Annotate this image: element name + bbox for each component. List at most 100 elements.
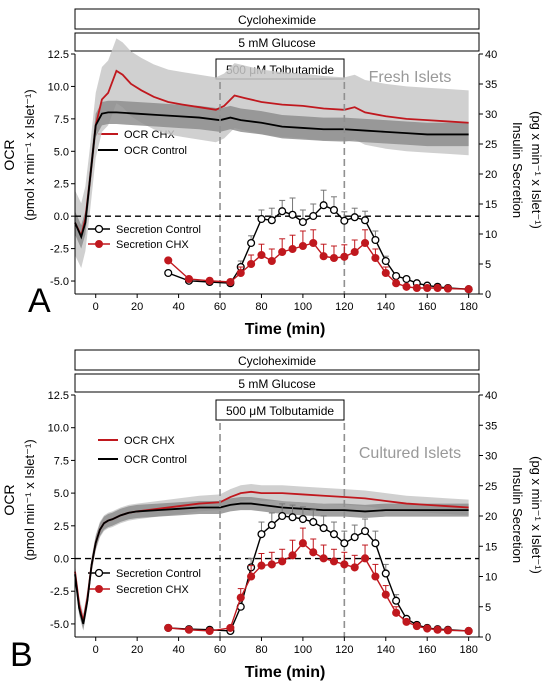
legend-sec-chx: Secretion CHX [116,239,189,251]
secretion-chx-point [247,259,256,269]
cultured-islets-label: Cultured Islets [359,445,461,462]
y-right-tick-label: 15 [485,199,497,211]
x-tick-label: 20 [131,644,143,656]
x-tick-label: 160 [418,301,436,313]
glucose-bar [74,32,480,52]
y-right-tick-label: 0 [485,289,491,301]
x-tick-label: 120 [335,301,353,313]
secretion-chx-point [423,624,432,633]
secretion-control-point [298,514,307,524]
x-tick-label: 140 [377,644,395,656]
y-left-tick-label: -2.5 [50,586,69,598]
secretion-chx-point [288,551,297,560]
secretion-chx-point [319,252,328,261]
secretion-chx-point [443,626,452,635]
secretion-chx-point [433,283,442,293]
cycloheximide-bar [74,349,480,371]
secretion-chx-point [392,608,401,617]
y-right-tick-label: 15 [485,541,497,553]
secretion-chx-point [184,274,193,284]
secretion-control-point [319,201,328,210]
tolbutamide-bar [215,399,345,421]
secretion-chx-point [236,593,245,602]
secretion-control-point [298,217,307,227]
x-tick-label: 40 [172,644,184,656]
secretion-control-point [371,539,380,548]
secretion-chx-point [257,561,266,570]
panel-b: Cycloheximide 5 mM Glucose 500 μM Tolbut… [1,349,544,681]
y-left-tick-label: 0.0 [54,554,69,566]
secretion-chx-point [361,238,370,248]
y-right-tick-label: 10 [485,229,497,241]
secretion-chx-point [267,256,276,266]
secretion-chx-point [381,590,390,599]
secretion-chx-point [257,250,266,260]
secretion-control-point [329,530,339,539]
secretion-chx-point [205,276,214,285]
glucose-label: 5 mM Glucose [238,36,316,50]
x-tick-label: 100 [294,301,312,313]
y-right-tick-label: 5 [485,602,491,614]
y-left-tick-label: 10.0 [48,81,69,93]
secretion-chx-point [402,282,411,291]
secretion-chx-point [361,554,370,563]
secretion-chx-point [278,247,287,257]
legend-sec-chx: Secretion CHX [116,584,189,596]
secretion-control-point [392,271,401,281]
secretion-chx-point [433,625,442,634]
secretion-chx-point [226,623,235,632]
x-tick-label: 80 [255,644,267,656]
legend-ocr-control: OCR Control [124,454,187,466]
y-left-tick-label: 2.5 [54,521,69,533]
glucose-label: 5 mM Glucose [238,377,316,391]
cycloheximide-label: Cycloheximide [238,13,316,27]
cycloheximide-label: Cycloheximide [238,354,316,368]
panel-b-plot: -5.0 -2.5 0.0 2.5 5.0 7.5 10.0 12.5 0 5 10 15 20 25 30… [48,390,498,656]
legend-sec-control-marker [94,568,104,578]
y-right-tick-label: 35 [485,420,497,432]
secretion-chx-point [392,279,401,288]
secretion-chx-point [226,277,235,287]
secretion-chx-point [464,626,473,635]
x-axis-label: Time (min) [245,321,326,338]
y-left-tick-label: 7.5 [54,114,69,126]
secretion-control-line [168,515,469,632]
secretion-chx-point [278,557,287,566]
secretion-control-point [392,596,401,605]
secretion-control-point [350,213,359,222]
secretion-chx-point [309,548,318,557]
y-left-tick-label: 5.0 [54,488,69,500]
secretion-chx-point [371,572,380,581]
secretion-chx-point [164,256,173,265]
secretion-control-point [267,521,276,530]
y-left-tick-label: 12.5 [48,49,69,61]
y-left-tick-label: -5.0 [50,619,69,631]
y-left-tick-label: -5.0 [50,276,69,288]
y-left-tick-label: 2.5 [54,179,69,191]
secretion-chx-point [350,563,359,572]
x-tick-label: 100 [294,644,312,656]
x-tick-label: 160 [418,644,436,656]
secretion-chx-point [319,554,328,563]
x-tick-label: 140 [377,301,395,313]
y-left-tick-label: 10.0 [48,423,69,435]
secretion-chx-point [402,617,411,626]
y-right-label-2: (pg x min⁻¹ x Islet⁻¹) [529,111,544,229]
x-tick-label: 80 [255,301,267,313]
x-tick-label: 120 [335,644,353,656]
y-right-tick-label: 25 [485,481,497,493]
y-right-tick-label: 10 [485,572,497,584]
secretion-chx-point [184,625,193,634]
secretion-control-point [288,210,297,219]
y-right-tick-label: 40 [485,49,497,61]
glucose-bar [74,373,480,393]
y-left-label-1: OCR [1,139,17,170]
y-right-tick-label: 0 [485,632,491,644]
secretion-control-point [319,524,328,533]
y-right-tick-label: 5 [485,259,491,271]
ocr-band-chx [75,483,469,630]
y-left-label-1: OCR [1,484,17,515]
y-left-tick-label: 7.5 [54,455,69,467]
secretion-control-point [257,214,266,224]
secretion-control-point [267,216,276,225]
